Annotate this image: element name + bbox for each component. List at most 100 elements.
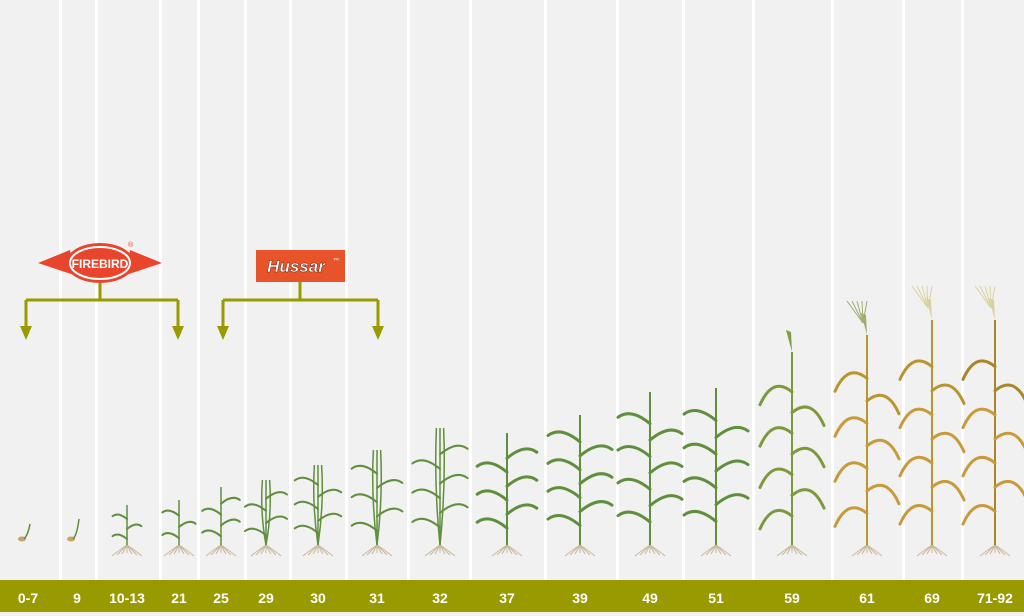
column-divider (407, 0, 410, 580)
plant-stage-31 (350, 449, 404, 557)
hussar-logo-text: Hussar (267, 257, 326, 276)
arrow-down-icon (20, 326, 32, 340)
leaf (475, 489, 509, 502)
plant-stage-25 (201, 487, 241, 557)
leaf (293, 500, 319, 510)
firebird-application-bracket (20, 283, 184, 340)
leaf (930, 431, 966, 454)
stage-label-69: 69 (924, 590, 940, 606)
leaf (178, 520, 197, 528)
root (791, 544, 808, 557)
leaf (833, 461, 869, 483)
stem (260, 479, 267, 546)
leaf (898, 455, 934, 478)
stage-label-30: 30 (310, 590, 326, 606)
root (220, 544, 237, 557)
column-divider (682, 0, 685, 580)
plant-stage-32 (411, 427, 469, 557)
leaf (201, 507, 222, 516)
column-divider (902, 0, 905, 580)
leaf (616, 477, 652, 491)
leaf (961, 455, 997, 478)
leaf (714, 425, 750, 439)
arrow-down-icon (217, 326, 229, 340)
leaf (220, 518, 241, 527)
stage-label-59: 59 (784, 590, 800, 606)
leaf (930, 479, 966, 502)
root (439, 544, 456, 557)
leaf (865, 438, 901, 461)
leaf (475, 517, 509, 530)
leaf (790, 488, 826, 510)
root (178, 544, 195, 557)
seed (18, 536, 26, 542)
column-divider (469, 0, 472, 580)
stem (265, 479, 272, 546)
awn (921, 285, 929, 309)
leaf (758, 426, 794, 448)
arrow-down-icon (172, 326, 184, 340)
leaf (682, 409, 718, 423)
leaf (411, 459, 441, 470)
awn (862, 300, 868, 324)
column-divider (95, 0, 98, 580)
arrow-down-icon (372, 326, 384, 340)
column-divider (752, 0, 755, 580)
plant-stage-71-92 (961, 285, 1024, 557)
root (265, 544, 282, 557)
awn (926, 285, 929, 309)
leaf (293, 524, 319, 534)
leaf (790, 446, 826, 469)
leaf (439, 444, 469, 456)
leaf (293, 476, 319, 486)
growth-stage-bar: 0-7 9 10-13 21 25 29 30 31 32 37 39 49 51 59 61 69 71-92 (0, 580, 1024, 612)
leaf (898, 359, 934, 381)
leaf (648, 428, 684, 442)
leaf (714, 459, 750, 473)
leaf (505, 475, 539, 488)
leaf (161, 509, 180, 517)
stage-label-0-7: 0-7 (17, 590, 39, 606)
stage-label-71-92: 71-92 (977, 590, 1013, 606)
leaf (898, 407, 934, 430)
leaf (616, 412, 652, 426)
awn (846, 300, 864, 324)
leaf (865, 393, 901, 416)
leaf (648, 461, 684, 475)
column-divider (244, 0, 247, 580)
stage-label-29: 29 (258, 590, 274, 606)
awn (916, 285, 929, 309)
plant-stage-39 (546, 415, 614, 557)
stage-label-49: 49 (642, 590, 658, 606)
firebird-logo-text: FIREBIRD (72, 257, 129, 271)
logo-wing-left (38, 250, 74, 275)
leaf (790, 405, 826, 427)
plant-stage-21 (161, 500, 197, 557)
leaf (201, 529, 222, 538)
root (126, 544, 143, 557)
plant-stage-69 (898, 285, 966, 557)
root (866, 544, 883, 557)
plant-stage-10-13 (111, 505, 143, 557)
stage-label-21: 21 (171, 590, 187, 606)
leaf (265, 491, 288, 500)
leaf (317, 512, 343, 522)
awn (974, 285, 992, 309)
leaf (220, 496, 241, 505)
leaf (244, 503, 267, 512)
plant-stage-37 (475, 432, 539, 557)
leaf (758, 467, 794, 489)
leaf (714, 493, 750, 507)
leaf (961, 359, 997, 381)
awn (851, 300, 864, 324)
root (317, 544, 334, 557)
root (579, 544, 596, 557)
firebird-logo: FIREBIRD ® (38, 241, 162, 283)
column-divider (159, 0, 162, 580)
plant-stage-51 (682, 388, 750, 557)
leaf (350, 464, 378, 475)
leaf (505, 447, 539, 460)
column-divider (289, 0, 292, 580)
leaf (833, 506, 869, 528)
logo-wing-right (126, 250, 162, 275)
